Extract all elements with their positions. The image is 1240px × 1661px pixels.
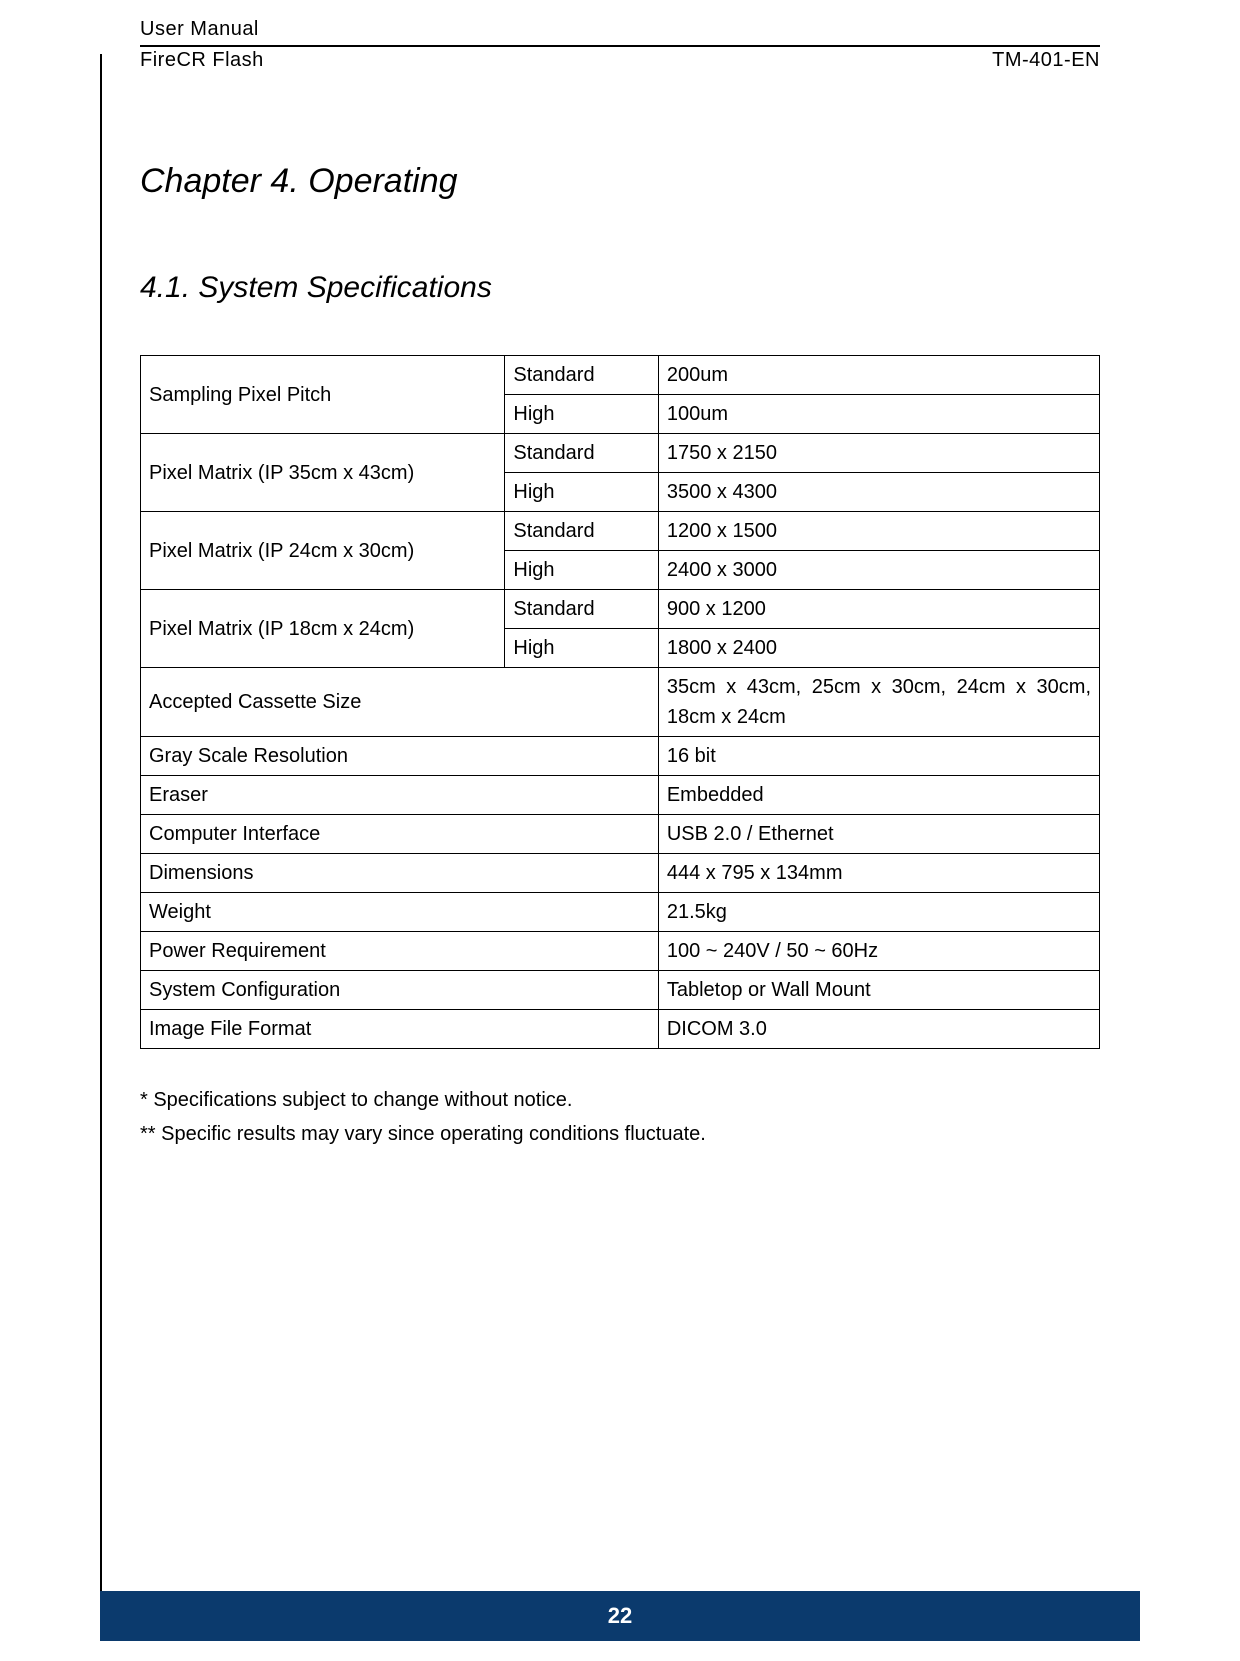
spec-label: System Configuration — [141, 971, 659, 1010]
table-row: Weight 21.5kg — [141, 893, 1100, 932]
table-row: Power Requirement 100 ~ 240V / 50 ~ 60Hz — [141, 932, 1100, 971]
section-title: 4.1. System Specifications — [140, 271, 1100, 305]
spec-value: 900 x 1200 — [658, 590, 1099, 629]
table-row: Dimensions 444 x 795 x 134mm — [141, 854, 1100, 893]
spec-mode: Standard — [505, 590, 658, 629]
table-row: Accepted Cassette Size 35cm x 43cm, 25cm… — [141, 668, 1100, 737]
footnote: ** Specific results may vary since opera… — [140, 1117, 1100, 1151]
spec-value: 3500 x 4300 — [658, 473, 1099, 512]
spec-value: 1200 x 1500 — [658, 512, 1099, 551]
table-row: Computer Interface USB 2.0 / Ethernet — [141, 815, 1100, 854]
spec-value: 2400 x 3000 — [658, 551, 1099, 590]
spec-value: Embedded — [658, 776, 1099, 815]
table-row: Gray Scale Resolution 16 bit — [141, 737, 1100, 776]
spec-label: Gray Scale Resolution — [141, 737, 659, 776]
spec-mode: Standard — [505, 512, 658, 551]
spec-value: Tabletop or Wall Mount — [658, 971, 1099, 1010]
spec-mode: High — [505, 473, 658, 512]
spec-label: Pixel Matrix (IP 24cm x 30cm) — [141, 512, 505, 590]
spec-value: 21.5kg — [658, 893, 1099, 932]
left-margin-rule — [100, 54, 102, 1591]
doc-type: User Manual — [140, 18, 1100, 43]
spec-label: Power Requirement — [141, 932, 659, 971]
page-footer: 22 — [0, 1591, 1240, 1641]
spec-value: 100um — [658, 395, 1099, 434]
spec-label: Weight — [141, 893, 659, 932]
footnote: * Specifications subject to change witho… — [140, 1083, 1100, 1117]
table-row: Pixel Matrix (IP 18cm x 24cm) Standard 9… — [141, 590, 1100, 629]
table-row: Pixel Matrix (IP 35cm x 43cm) Standard 1… — [141, 434, 1100, 473]
spec-value: 200um — [658, 356, 1099, 395]
spec-value: 35cm x 43cm, 25cm x 30cm, 24cm x 30cm, 1… — [658, 668, 1099, 737]
spec-label: Computer Interface — [141, 815, 659, 854]
doc-code: TM-401-EN — [992, 49, 1100, 72]
spec-table: Sampling Pixel Pitch Standard 200um High… — [140, 355, 1100, 1049]
page-number: 22 — [608, 1603, 632, 1629]
spec-value: 1800 x 2400 — [658, 629, 1099, 668]
spec-value: USB 2.0 / Ethernet — [658, 815, 1099, 854]
page-header: User Manual FireCR Flash TM-401-EN — [0, 0, 1240, 72]
spec-mode: Standard — [505, 434, 658, 473]
spec-label: Pixel Matrix (IP 35cm x 43cm) — [141, 434, 505, 512]
page-content: Chapter 4. Operating 4.1. System Specifi… — [0, 72, 1240, 1151]
spec-value: 16 bit — [658, 737, 1099, 776]
spec-label: Sampling Pixel Pitch — [141, 356, 505, 434]
spec-mode: High — [505, 551, 658, 590]
product-name: FireCR Flash — [140, 49, 264, 72]
spec-value: 1750 x 2150 — [658, 434, 1099, 473]
table-row: Image File Format DICOM 3.0 — [141, 1010, 1100, 1049]
spec-value: 444 x 795 x 134mm — [658, 854, 1099, 893]
spec-mode: High — [505, 629, 658, 668]
table-row: Sampling Pixel Pitch Standard 200um — [141, 356, 1100, 395]
table-row: System Configuration Tabletop or Wall Mo… — [141, 971, 1100, 1010]
spec-label: Accepted Cassette Size — [141, 668, 659, 737]
spec-mode: Standard — [505, 356, 658, 395]
spec-label: Pixel Matrix (IP 18cm x 24cm) — [141, 590, 505, 668]
footnotes: * Specifications subject to change witho… — [140, 1083, 1100, 1151]
spec-label: Eraser — [141, 776, 659, 815]
table-row: Eraser Embedded — [141, 776, 1100, 815]
spec-value: DICOM 3.0 — [658, 1010, 1099, 1049]
spec-label: Image File Format — [141, 1010, 659, 1049]
spec-label: Dimensions — [141, 854, 659, 893]
spec-mode: High — [505, 395, 658, 434]
chapter-title: Chapter 4. Operating — [140, 162, 1100, 201]
spec-value: 100 ~ 240V / 50 ~ 60Hz — [658, 932, 1099, 971]
table-row: Pixel Matrix (IP 24cm x 30cm) Standard 1… — [141, 512, 1100, 551]
